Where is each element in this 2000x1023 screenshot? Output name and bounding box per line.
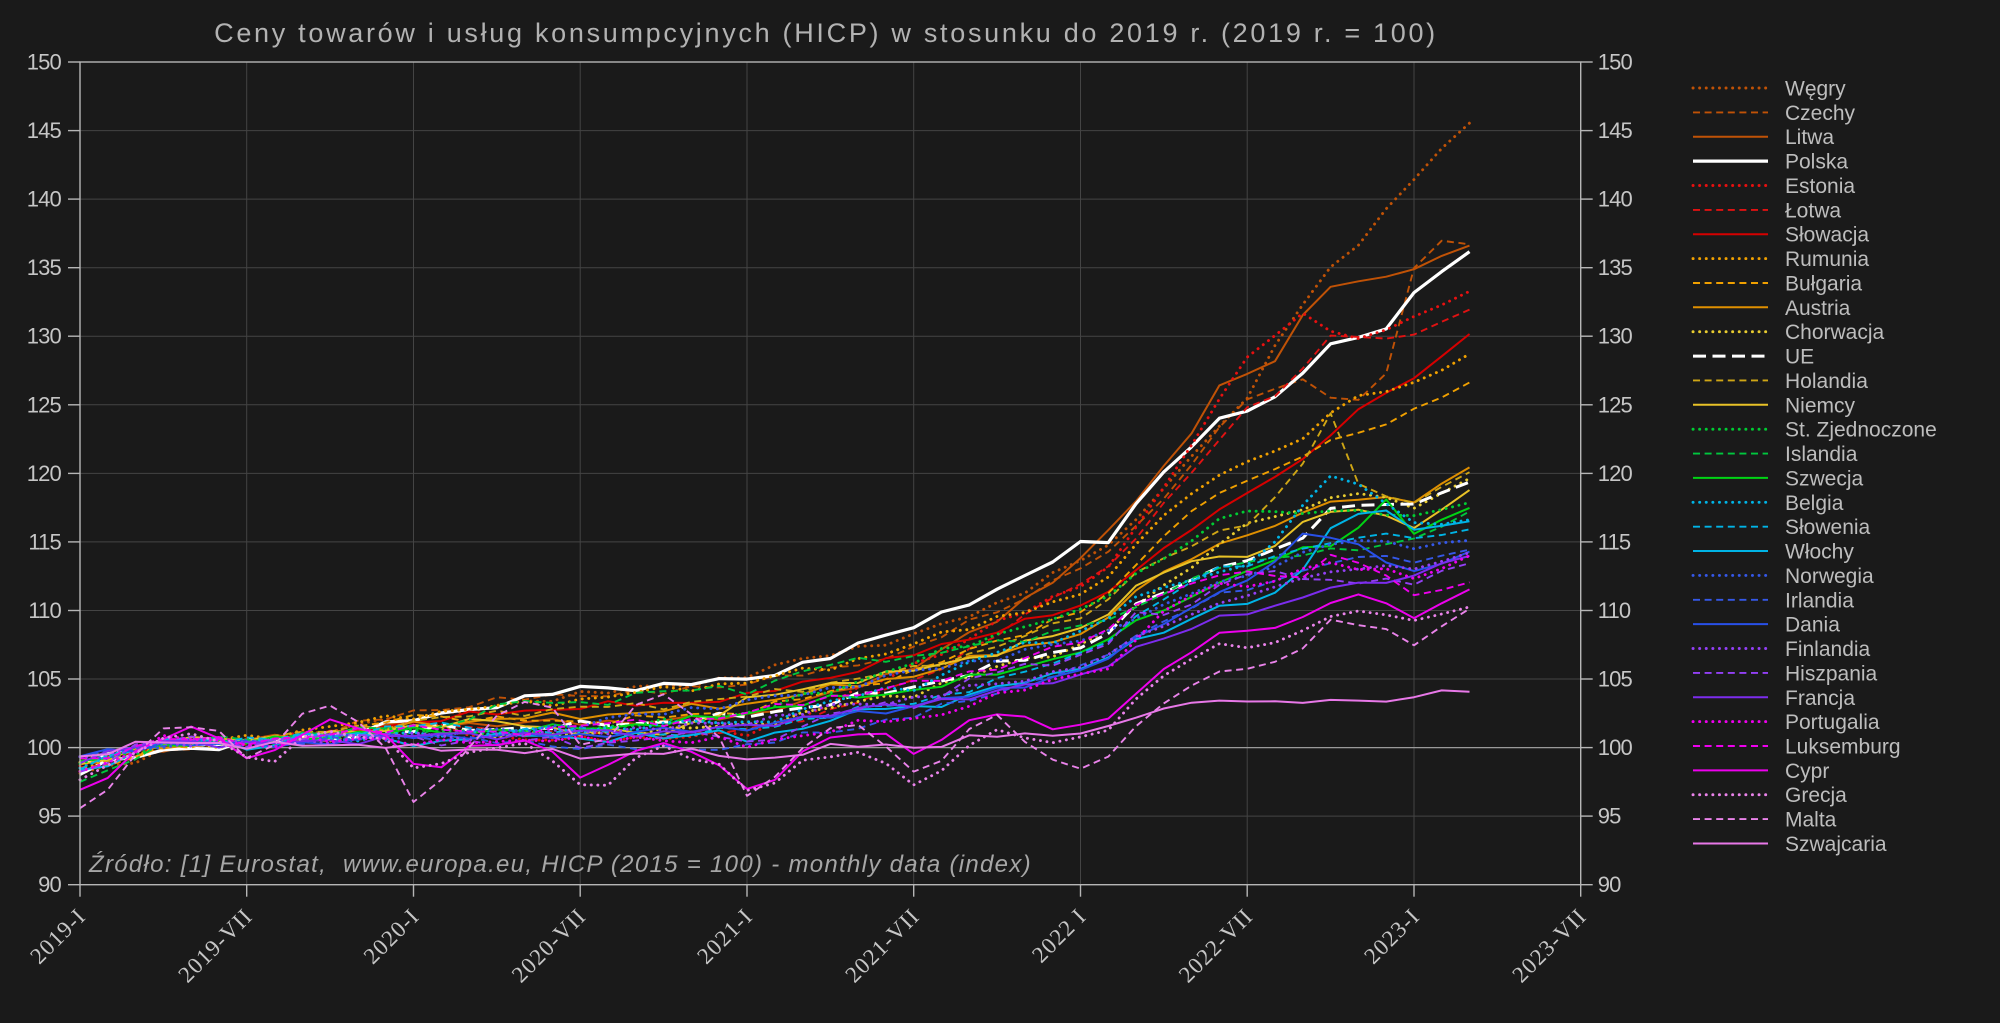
svg-text:110: 110 bbox=[28, 598, 61, 623]
svg-text:Estonia: Estonia bbox=[1785, 175, 1855, 198]
svg-text:Finlandia: Finlandia bbox=[1785, 638, 1871, 661]
svg-text:130: 130 bbox=[1598, 324, 1633, 349]
svg-text:Słowenia: Słowenia bbox=[1785, 516, 1871, 539]
svg-text:145: 145 bbox=[1598, 118, 1633, 143]
svg-text:125: 125 bbox=[1598, 392, 1633, 417]
svg-text:145: 145 bbox=[27, 118, 62, 143]
svg-text:Ceny towarów i usług konsumpcy: Ceny towarów i usług konsumpcyjnych (HIC… bbox=[214, 18, 1438, 48]
svg-text:90: 90 bbox=[38, 872, 61, 897]
svg-text:120: 120 bbox=[1598, 461, 1633, 486]
svg-text:Źródło: [1] Eurostat, www.eur: Źródło: [1] Eurostat, www.europa.eu, HIC… bbox=[88, 851, 1032, 878]
svg-text:Czechy: Czechy bbox=[1785, 102, 1856, 125]
svg-text:120: 120 bbox=[27, 461, 62, 486]
svg-text:135: 135 bbox=[1598, 255, 1633, 280]
svg-text:Irlandia: Irlandia bbox=[1785, 589, 1854, 612]
svg-text:Węgry: Węgry bbox=[1785, 78, 1846, 101]
svg-text:95: 95 bbox=[38, 804, 61, 829]
svg-text:110: 110 bbox=[1598, 598, 1631, 623]
svg-text:Luksemburg: Luksemburg bbox=[1785, 736, 1901, 759]
svg-text:140: 140 bbox=[27, 187, 62, 212]
svg-text:Dania: Dania bbox=[1785, 614, 1840, 637]
svg-text:Bułgaria: Bułgaria bbox=[1785, 273, 1862, 296]
svg-text:Holandia: Holandia bbox=[1785, 370, 1868, 393]
svg-text:Niemcy: Niemcy bbox=[1785, 394, 1856, 417]
svg-text:150: 150 bbox=[1598, 50, 1633, 75]
svg-text:105: 105 bbox=[27, 667, 62, 692]
svg-text:Słowacja: Słowacja bbox=[1785, 224, 1869, 247]
svg-text:UE: UE bbox=[1785, 346, 1814, 369]
svg-text:90: 90 bbox=[1598, 872, 1621, 897]
svg-text:Grecja: Grecja bbox=[1785, 784, 1847, 807]
svg-text:100: 100 bbox=[1598, 735, 1633, 760]
svg-text:150: 150 bbox=[27, 50, 62, 75]
svg-text:Islandia: Islandia bbox=[1785, 443, 1858, 466]
svg-text:Austria: Austria bbox=[1785, 297, 1851, 320]
svg-text:Szwecja: Szwecja bbox=[1785, 467, 1864, 490]
svg-text:Włochy: Włochy bbox=[1785, 541, 1854, 564]
svg-text:Cypr: Cypr bbox=[1785, 760, 1829, 783]
svg-text:95: 95 bbox=[1598, 804, 1621, 829]
svg-text:125: 125 bbox=[27, 392, 62, 417]
svg-text:Łotwa: Łotwa bbox=[1785, 199, 1841, 222]
svg-text:130: 130 bbox=[27, 324, 62, 349]
svg-text:Hiszpania: Hiszpania bbox=[1785, 662, 1878, 685]
svg-text:Francja: Francja bbox=[1785, 687, 1855, 710]
svg-text:Belgia: Belgia bbox=[1785, 492, 1844, 515]
svg-text:Rumunia: Rumunia bbox=[1785, 248, 1869, 271]
svg-text:Portugalia: Portugalia bbox=[1785, 711, 1880, 734]
svg-text:105: 105 bbox=[1598, 667, 1633, 692]
svg-text:135: 135 bbox=[27, 255, 62, 280]
svg-text:Szwajcaria: Szwajcaria bbox=[1785, 833, 1887, 856]
svg-text:Malta: Malta bbox=[1785, 809, 1837, 832]
svg-text:St. Zjednoczone: St. Zjednoczone bbox=[1785, 419, 1937, 442]
svg-text:Litwa: Litwa bbox=[1785, 126, 1834, 149]
svg-text:Polska: Polska bbox=[1785, 151, 1848, 174]
svg-text:115: 115 bbox=[1598, 529, 1631, 554]
svg-text:Chorwacja: Chorwacja bbox=[1785, 321, 1885, 344]
svg-text:115: 115 bbox=[28, 529, 61, 554]
svg-text:100: 100 bbox=[27, 735, 62, 760]
svg-text:Norwegia: Norwegia bbox=[1785, 565, 1874, 588]
svg-text:140: 140 bbox=[1598, 187, 1633, 212]
